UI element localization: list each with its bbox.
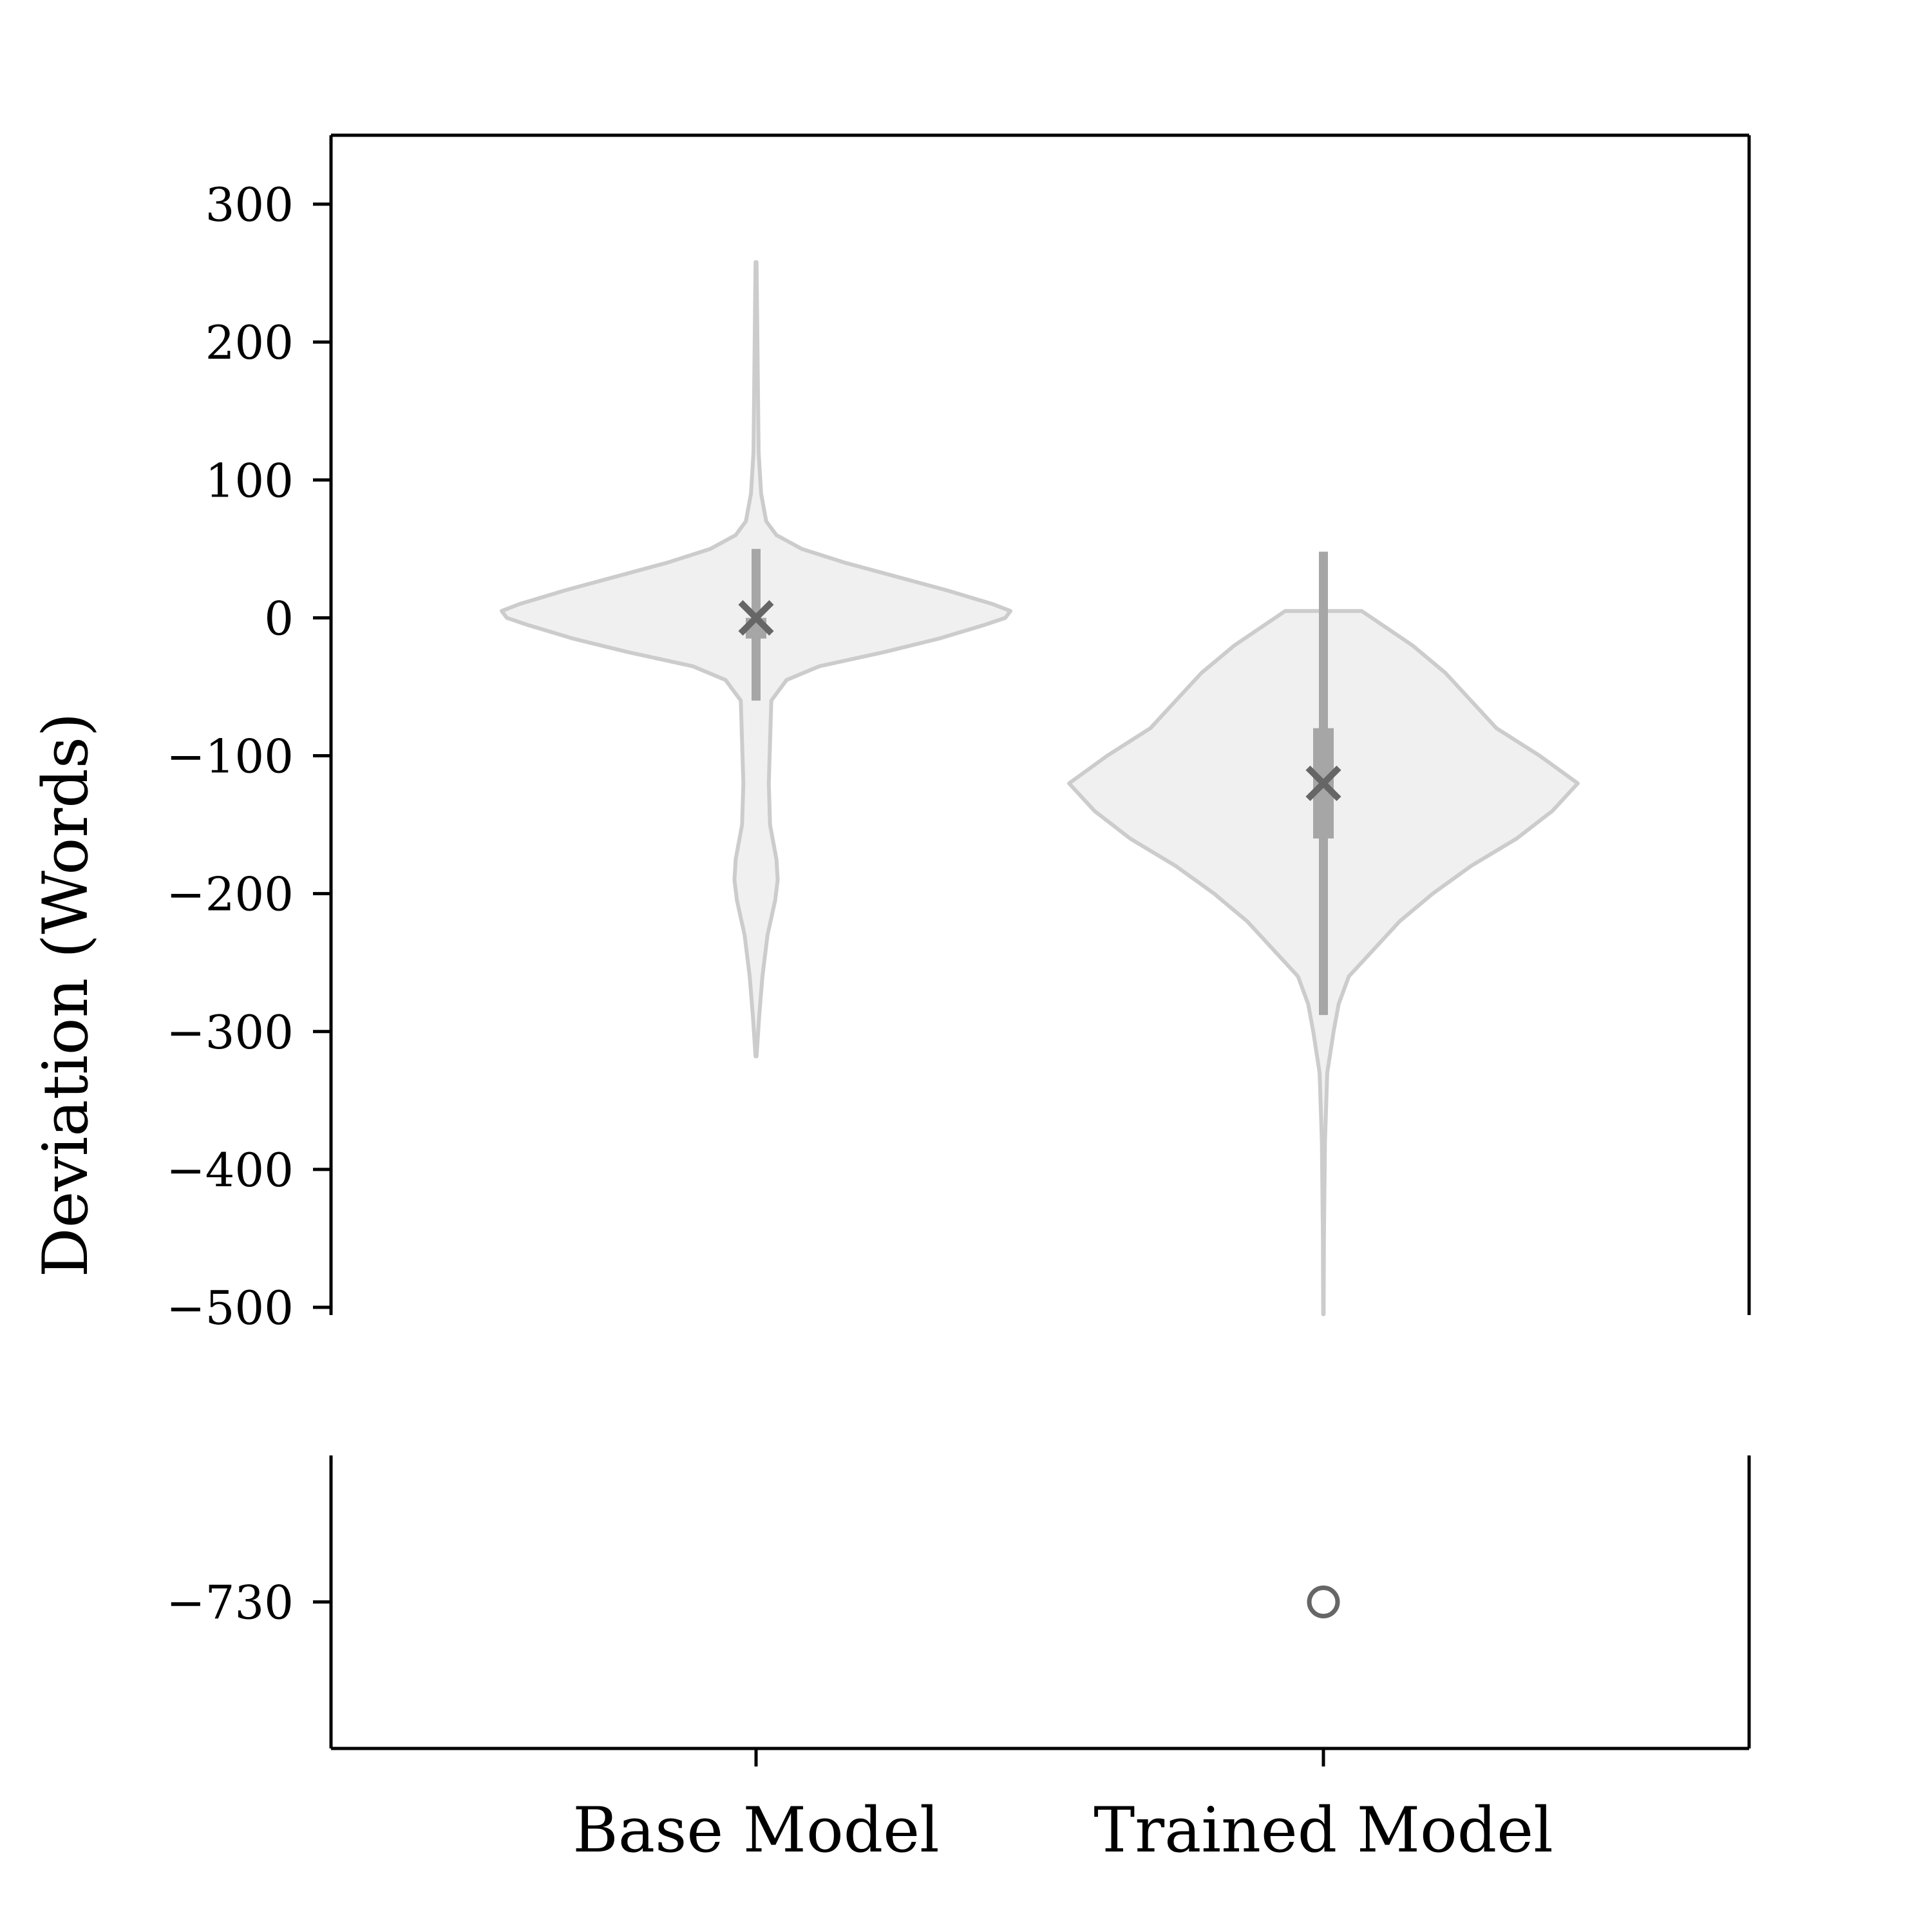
y-tick-label: −730 <box>166 1576 294 1630</box>
y-tick-label: −100 <box>166 730 294 784</box>
mean-marker-2 <box>1305 765 1341 801</box>
outlier-point-2-1 <box>1307 1586 1340 1618</box>
y-tick-label: 0 <box>264 591 294 645</box>
labels-layer: 300 200 100 0 −100 −200 −300 −400 −500 −730 Base M… <box>30 178 1553 1866</box>
x-tick-label: Base Model <box>573 1794 939 1866</box>
y-tick-label: 100 <box>205 453 294 507</box>
y-tick-label: −500 <box>166 1281 294 1335</box>
y-tick-label: −300 <box>166 1005 294 1059</box>
y-tick-label: 200 <box>205 316 294 370</box>
y-tick-label: 300 <box>205 178 294 232</box>
y-tick-label: −200 <box>166 867 294 922</box>
mean-marker-1 <box>738 600 774 636</box>
y-axis-title: Deviation (Words) <box>30 713 102 1278</box>
y-tick-label: −400 <box>166 1143 294 1197</box>
mean-marker-stroke <box>1305 765 1341 801</box>
mean-marker-stroke <box>738 600 774 636</box>
violins-layer <box>500 260 1580 1618</box>
axes-layer <box>313 133 1751 1766</box>
x-tick-label: Trained Model <box>1094 1794 1553 1866</box>
